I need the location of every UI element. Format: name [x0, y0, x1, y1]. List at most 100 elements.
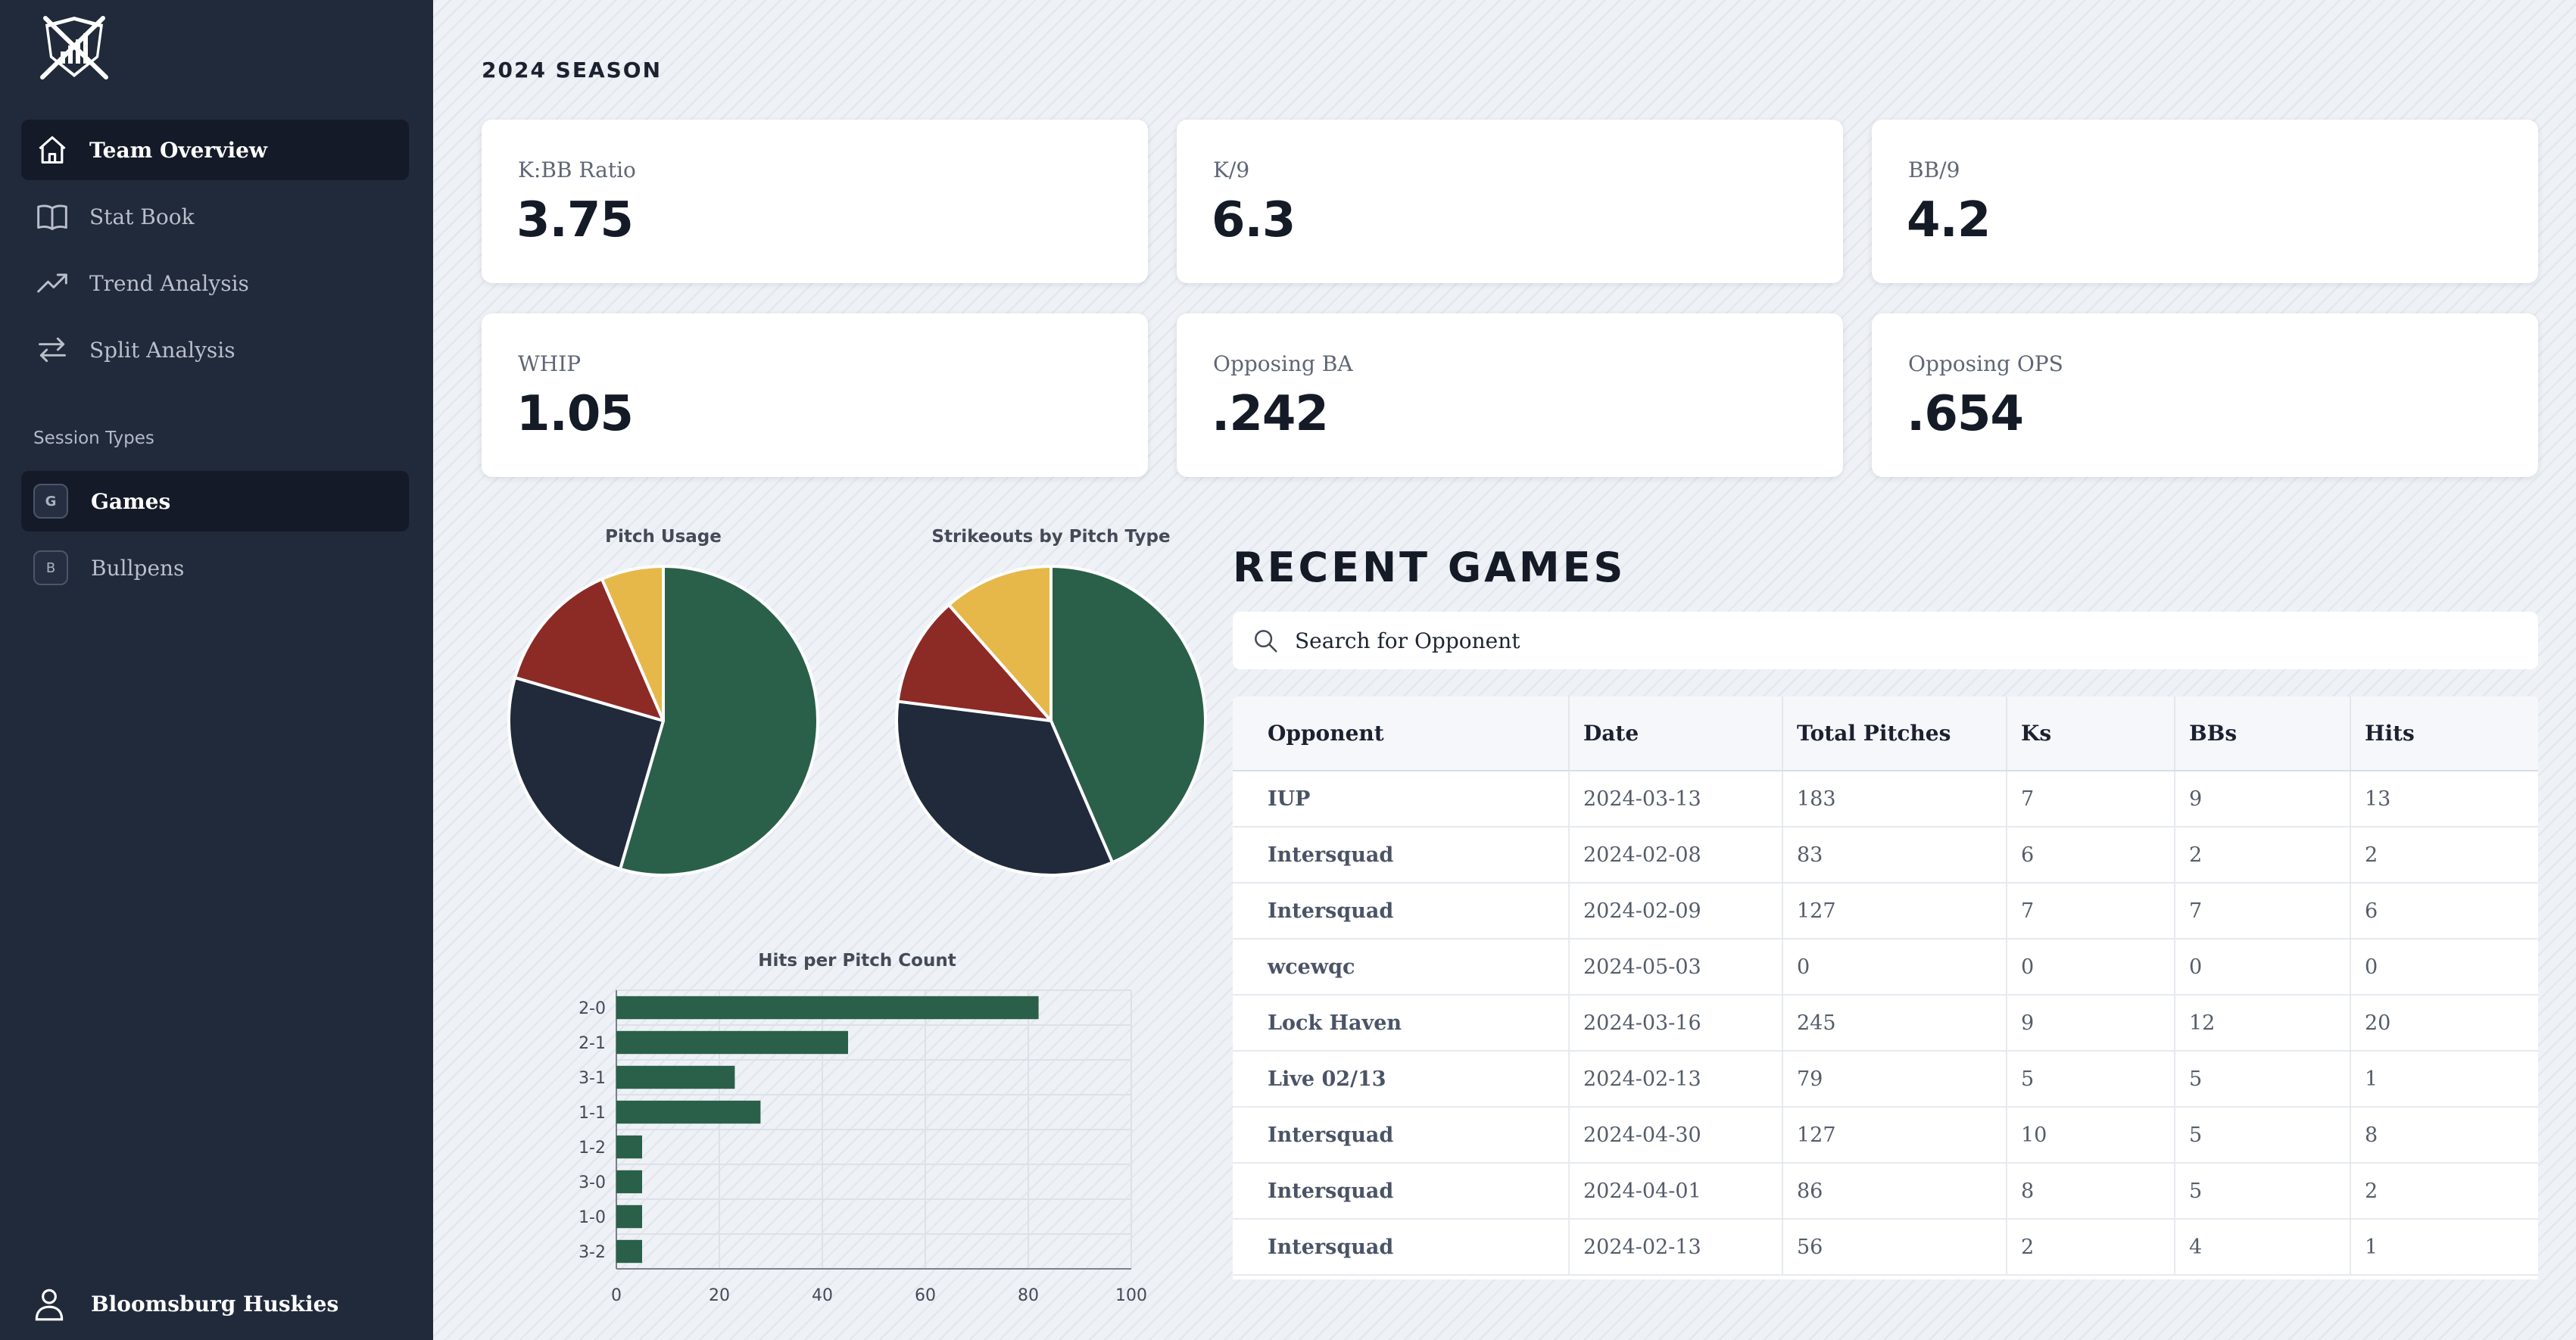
hits-per-count-bar-chart: 2-0 2-1 3-1 1-1 1-2 3-0 1-0 3-2 0 20 40 60 80 100: [579, 989, 1147, 1305]
table-row[interactable]: Live 02/13 2024-02-13 79 5 5 1: [1233, 1051, 2538, 1108]
pie-slice[interactable]: [513, 577, 665, 722]
bar[interactable]: [616, 1204, 642, 1229]
stat-label: K:BB Ratio: [518, 157, 636, 182]
category-tick-label: 1-1: [579, 1104, 606, 1123]
table-cell: 245: [1782, 995, 2007, 1052]
table-row[interactable]: Intersquad 2024-02-08 83 6 2 2: [1233, 827, 2538, 883]
table-cell: 9: [2175, 771, 2351, 827]
arrows-swap-icon: [33, 331, 71, 369]
pie-slice[interactable]: [895, 700, 1115, 877]
table-cell: 8: [2007, 1163, 2175, 1220]
column-header[interactable]: Opponent: [1233, 696, 1570, 771]
nav-split-analysis[interactable]: Split Analysis: [21, 319, 409, 380]
table-row[interactable]: Intersquad 2024-04-01 86 8 5 2: [1233, 1163, 2538, 1220]
nav-label: Stat Book: [89, 204, 195, 229]
pie-slice[interactable]: [600, 565, 665, 722]
session-types-heading: Session Types: [33, 428, 154, 448]
user-profile[interactable]: Bloomsburg Huskies: [30, 1281, 338, 1326]
stat-card-kbb: K:BB Ratio 3.75: [482, 120, 1148, 283]
stat-card-whip: WHIP 1.05: [482, 313, 1148, 477]
book-icon: [33, 198, 71, 235]
bullpens-badge: B: [33, 550, 68, 585]
x-tick-label: 60: [915, 1286, 936, 1305]
user-name: Bloomsburg Huskies: [91, 1291, 339, 1317]
user-icon: [35, 1289, 64, 1321]
table-row[interactable]: Intersquad 2024-02-13 56 2 4 1: [1233, 1219, 2538, 1276]
x-tick-label: 80: [1018, 1286, 1039, 1305]
table-cell: 5: [2175, 1107, 2351, 1164]
table-cell: 5: [2007, 1051, 2175, 1108]
nav-label: Split Analysis: [89, 337, 235, 363]
table-cell: 7: [2175, 883, 2351, 940]
column-header[interactable]: Ks: [2007, 696, 2175, 771]
opponent-cell[interactable]: Intersquad: [1233, 1219, 1570, 1276]
session-games[interactable]: G Games: [21, 471, 409, 531]
opponent-cell[interactable]: wcewqc: [1233, 939, 1570, 996]
bar[interactable]: [616, 1239, 642, 1264]
table-cell: 13: [2350, 771, 2538, 827]
bar[interactable]: [616, 1170, 642, 1194]
table-cell: 6: [2007, 827, 2175, 883]
table-cell: 2024-03-13: [1569, 771, 1783, 827]
table-row[interactable]: IUP 2024-03-13 183 7 9 13: [1233, 771, 2538, 827]
category-tick-label: 1-2: [579, 1139, 606, 1158]
table-row[interactable]: Intersquad 2024-04-30 127 10 5 8: [1233, 1107, 2538, 1164]
column-header[interactable]: Date: [1569, 696, 1783, 771]
recent-games-table: Opponent Date Total Pitches Ks BBs Hits IUP 20…: [1233, 696, 2538, 1279]
table-cell: 5: [2175, 1163, 2351, 1220]
table-cell: 127: [1782, 1107, 2007, 1164]
pie-slice[interactable]: [619, 565, 819, 877]
games-badge: G: [33, 484, 68, 519]
bar[interactable]: [616, 1135, 642, 1159]
table-cell: 0: [2350, 939, 2538, 996]
table-cell: 10: [2007, 1107, 2175, 1164]
bar[interactable]: [616, 996, 1039, 1020]
table-cell: 127: [1782, 883, 2007, 940]
opponent-cell[interactable]: Intersquad: [1233, 1163, 1570, 1220]
opponent-cell[interactable]: Lock Haven: [1233, 995, 1570, 1052]
table-cell: 4: [2175, 1219, 2351, 1276]
table-cell: 0: [2007, 939, 2175, 996]
opponent-cell[interactable]: Intersquad: [1233, 883, 1570, 940]
bar[interactable]: [616, 1100, 761, 1124]
opponent-cell[interactable]: Intersquad: [1233, 1107, 1570, 1164]
table-cell: 2: [2350, 827, 2538, 883]
table-cell: 8: [2350, 1107, 2538, 1164]
table-cell: 183: [1782, 771, 2007, 827]
pie-slice[interactable]: [507, 676, 665, 871]
pie-slice[interactable]: [896, 603, 1053, 722]
pie-slice[interactable]: [947, 565, 1053, 722]
session-bullpens[interactable]: B Bullpens: [21, 538, 409, 598]
column-header[interactable]: Hits: [2350, 696, 2538, 771]
table-row[interactable]: wcewqc 2024-05-03 0 0 0 0: [1233, 939, 2538, 996]
table-row[interactable]: Intersquad 2024-02-09 127 7 7 6: [1233, 883, 2538, 940]
table-cell: 2: [2350, 1163, 2538, 1220]
table-row[interactable]: Lock Haven 2024-03-16 245 9 12 20: [1233, 995, 2538, 1052]
column-header[interactable]: Total Pitches: [1782, 696, 2007, 771]
stat-label: K/9: [1213, 157, 1250, 182]
nav-team-overview[interactable]: Team Overview: [21, 120, 409, 180]
table-header-row: Opponent Date Total Pitches Ks BBs Hits: [1233, 696, 2538, 771]
category-tick-label: 1-0: [579, 1208, 606, 1227]
opponent-search-input[interactable]: [1295, 628, 2538, 653]
strikeouts-title: Strikeouts by Pitch Type: [931, 527, 1171, 547]
table-cell: 9: [2007, 995, 2175, 1052]
nav-stat-book[interactable]: Stat Book: [21, 186, 409, 247]
opponent-cell[interactable]: IUP: [1233, 771, 1570, 827]
category-tick-label: 2-0: [579, 999, 606, 1018]
column-header[interactable]: BBs: [2175, 696, 2351, 771]
opponent-search-bar[interactable]: [1233, 612, 2538, 669]
opponent-cell[interactable]: Live 02/13: [1233, 1051, 1570, 1108]
pie-slice[interactable]: [1049, 565, 1207, 865]
season-title: 2024 SEASON: [482, 58, 663, 83]
team-logo-icon[interactable]: [38, 14, 111, 82]
category-tick-label: 3-2: [579, 1243, 606, 1262]
x-tick-label: 0: [611, 1286, 622, 1305]
nav-trend-analysis[interactable]: Trend Analysis: [21, 253, 409, 313]
bar[interactable]: [616, 1065, 735, 1089]
bar[interactable]: [616, 1030, 848, 1055]
home-icon: [33, 131, 71, 169]
opponent-cell[interactable]: Intersquad: [1233, 827, 1570, 883]
table-cell: 7: [2007, 771, 2175, 827]
x-tick-label: 40: [812, 1286, 833, 1305]
